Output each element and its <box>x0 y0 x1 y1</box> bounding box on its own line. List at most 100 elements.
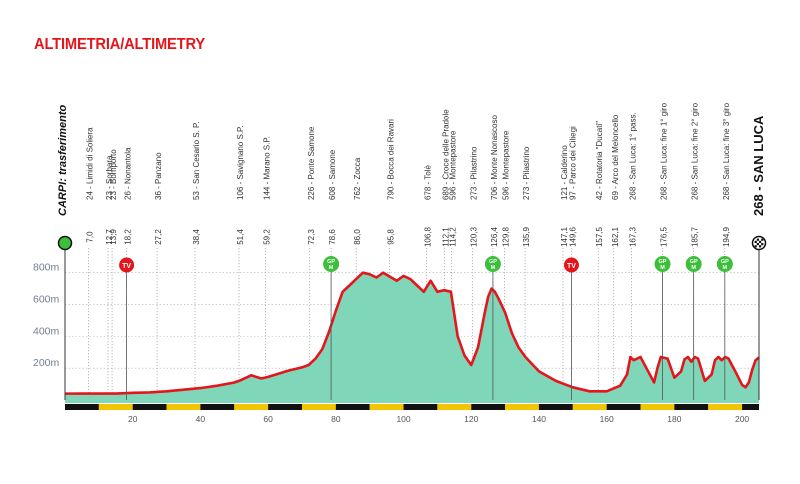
tv-badge <box>563 257 579 273</box>
waypoint-name: 69 - Arco del Meloncello <box>611 114 620 200</box>
km-bar-segment <box>234 404 269 410</box>
waypoint-km: 59,2 <box>262 229 271 245</box>
waypoint-name: 106 - Savignano S.P. <box>236 125 245 200</box>
waypoint-name: 97 - Parco dei Ciliegi <box>568 126 577 200</box>
gpm-label: GP <box>690 259 698 265</box>
waypoint-name: 596 - Montepastore <box>501 130 510 200</box>
waypoint-km: 38,4 <box>192 229 201 245</box>
km-bar-segment <box>471 404 506 410</box>
y-tick-label: 800m <box>33 262 60 274</box>
x-tick-label: 60 <box>263 414 273 424</box>
gpm-badge <box>716 256 733 272</box>
x-tick-label: 160 <box>600 414 614 424</box>
chart-title: ALTIMETRIA/ALTIMETRY <box>34 36 206 53</box>
gpm-badge <box>323 256 340 272</box>
waypoint-km: 120,3 <box>469 226 478 247</box>
km-bar-segment <box>538 404 573 410</box>
km-bar-segment <box>674 404 709 410</box>
km-bar-segment <box>65 404 99 410</box>
finish-flag-square <box>756 238 759 241</box>
waypoint-name: 268 - San Luca: fine 1° giro <box>660 102 669 200</box>
tv-badge <box>119 257 135 273</box>
waypoint-km: 12,7 <box>105 229 114 245</box>
gpm-badge <box>484 256 501 272</box>
waypoint-name: 36 - Panzano <box>154 152 163 200</box>
waypoint-km: 106,8 <box>424 226 433 247</box>
profile-line <box>64 271 760 395</box>
waypoint-km: 167,3 <box>628 226 637 247</box>
km-bar-segment <box>572 404 607 410</box>
finish-label: 268 - SAN LUCA <box>751 115 766 216</box>
waypoint-name: 273 - Pilastrino <box>522 146 531 200</box>
finish-flag-square <box>754 245 757 248</box>
gpm-label: M <box>329 265 334 271</box>
x-tick-label: 200 <box>735 414 749 424</box>
x-tick-label: 140 <box>532 414 546 424</box>
waypoint-km: 135,9 <box>522 226 531 247</box>
waypoint-name: 268 - San Luca: fine 2° giro <box>691 102 700 200</box>
x-tick-label: 100 <box>396 414 410 424</box>
finish-flag-square <box>759 245 762 248</box>
waypoint-name: 24 - Limidi di Soliera <box>86 127 95 200</box>
gpm-label: GP <box>659 259 667 265</box>
gpm-label: GP <box>489 259 497 265</box>
waypoint-name: 268 - San Luca: 1° pass. <box>628 112 637 200</box>
start-label: CARPI: trasferimento <box>57 104 69 216</box>
y-tick-label: 200m <box>33 357 60 369</box>
finish-flag-square <box>756 243 759 246</box>
waypoint-name: 42 - Rotatoria "Ducati" <box>595 121 604 200</box>
gpm-label: M <box>491 265 496 271</box>
km-bar-segment <box>268 404 302 410</box>
waypoint-name: 273 - Pilastrino <box>469 146 478 200</box>
waypoint-km: 129,8 <box>501 226 510 247</box>
gpm-label: M <box>723 265 728 271</box>
waypoint-km: 13,9 <box>109 229 118 245</box>
gpm-badge <box>685 256 702 272</box>
waypoint-name: 26 - Nonantola <box>124 147 133 200</box>
tv-label: TV <box>567 263 576 270</box>
waypoint-name: 689 - Croce delle Pradole <box>441 109 450 200</box>
y-tick-label: 600m <box>33 294 60 306</box>
waypoint-name: 596 - Montepastore <box>449 130 458 200</box>
waypoint-name: 608 - Samone <box>328 149 337 200</box>
km-bar-segment <box>606 404 641 410</box>
waypoint-km: 162,1 <box>611 226 620 247</box>
waypoint-name: 144 - Marano S.P. <box>262 136 271 200</box>
waypoint-km: 126,4 <box>490 226 499 247</box>
km-bar-segment <box>437 404 472 410</box>
waypoint-km: 185,7 <box>691 226 700 247</box>
gpm-label: GP <box>327 259 335 265</box>
km-bar-segment <box>301 404 336 410</box>
finish-flag-square <box>754 240 757 243</box>
waypoint-km: 157,5 <box>595 226 604 247</box>
km-bar-segment <box>166 404 201 410</box>
km-bar-segment <box>369 404 404 410</box>
start-icon <box>57 235 73 251</box>
waypoint-km: 95,8 <box>386 229 395 245</box>
waypoint-km: 147,1 <box>560 226 569 247</box>
x-tick-label: 180 <box>667 414 681 424</box>
waypoint-name: 706 - Monte Nonascoso <box>490 115 499 200</box>
waypoint-km: 194,9 <box>722 226 731 247</box>
km-bar-segment <box>132 404 167 410</box>
waypoint-name: 121 - Calderino <box>560 145 569 200</box>
waypoint-name: 762 - Zocca <box>353 157 362 200</box>
waypoint-name: 23 - Sorbara <box>105 155 114 200</box>
gpm-badge <box>654 256 671 272</box>
waypoint-name: 226 - Ponte Samone <box>307 126 316 200</box>
km-bar-segment <box>742 404 759 410</box>
gpm-label: M <box>691 265 696 271</box>
km-bar-segment <box>200 404 235 410</box>
x-tick-label: 40 <box>196 414 206 424</box>
profile-area <box>65 272 759 403</box>
waypoint-name: 790 - Bocca dei Ravari <box>386 119 395 200</box>
waypoint-km: 18,2 <box>124 229 133 245</box>
profile <box>64 271 760 403</box>
gpm-label: GP <box>721 259 729 265</box>
waypoint-km: 176,5 <box>660 226 669 247</box>
y-tick-label: 400m <box>33 325 60 337</box>
waypoint-km: 7,0 <box>86 231 95 243</box>
km-bar-segment <box>505 404 539 410</box>
km-bar-segment <box>708 404 743 410</box>
